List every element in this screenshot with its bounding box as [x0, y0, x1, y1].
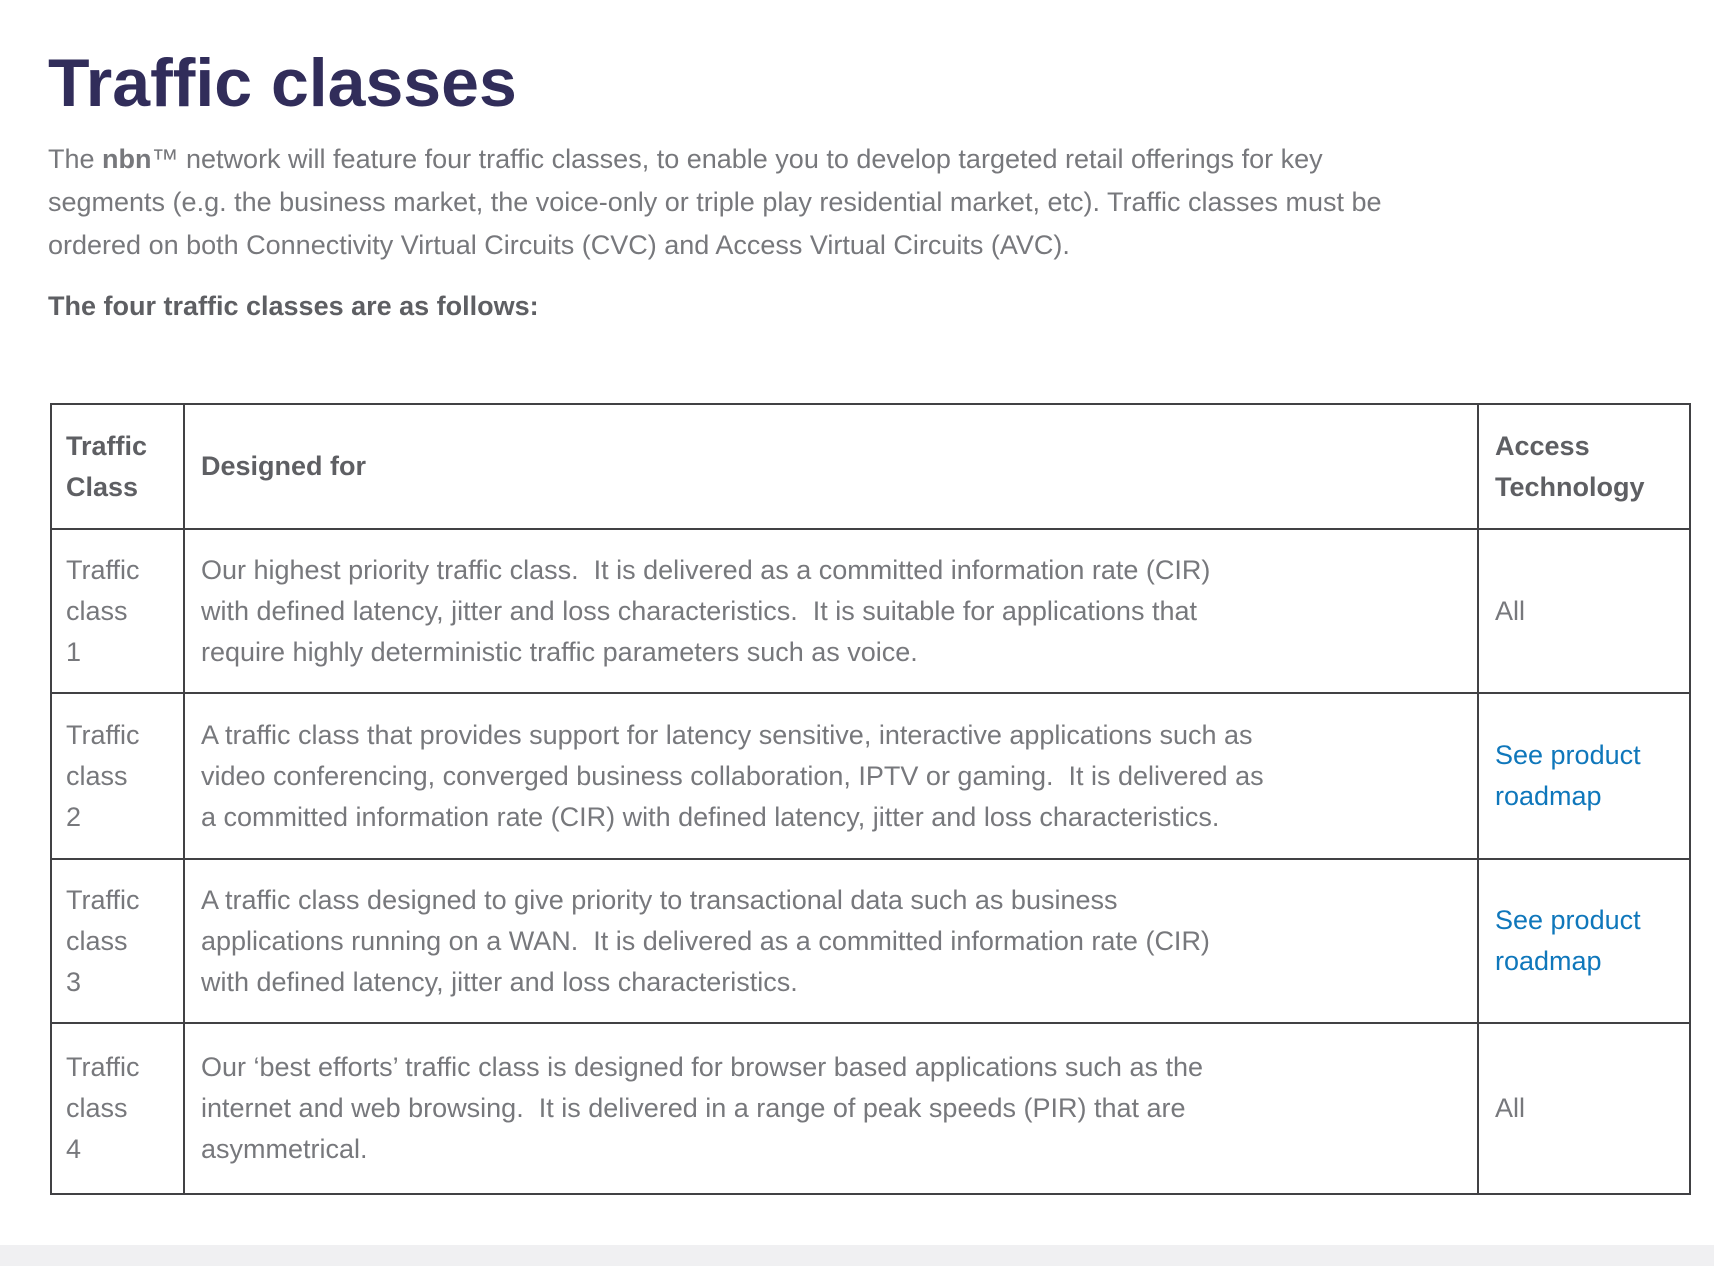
traffic-classes-table: Traffic Class Designed for Access Techno…: [50, 403, 1691, 1195]
access-technology-cell: See product roadmap: [1477, 858, 1691, 1024]
designed-for-cell: A traffic class that provides support fo…: [183, 692, 1479, 860]
intro-text-rest: network will feature four traffic classe…: [48, 144, 1382, 260]
intro-paragraph: The nbn™ network will feature four traff…: [48, 138, 1608, 267]
intro-text-pre: The: [48, 144, 103, 174]
traffic-class-label: Traffic class 4: [66, 1052, 148, 1164]
table-row: Traffic class 1 Our highest priority tra…: [50, 528, 1691, 694]
designed-for-cell: A traffic class designed to give priorit…: [183, 858, 1479, 1024]
page-title: Traffic classes: [48, 45, 517, 121]
access-technology-cell: See product roadmap: [1477, 692, 1691, 860]
designed-for-cell: Our highest priority traffic class. It i…: [183, 528, 1479, 694]
access-technology-cell: All: [1477, 1022, 1691, 1195]
traffic-class-cell: Traffic class 4: [50, 1022, 185, 1195]
designed-for-text: Our highest priority traffic class. It i…: [201, 554, 1211, 667]
column-header-access-technology: Access Technology: [1477, 403, 1691, 530]
designed-for-text: A traffic class that provides support fo…: [201, 719, 1264, 832]
designed-for-text: A traffic class designed to give priorit…: [201, 884, 1210, 997]
column-header-traffic-class: Traffic Class: [66, 430, 148, 502]
product-roadmap-link[interactable]: See product roadmap: [1495, 905, 1641, 976]
table-row: Traffic class 2 A traffic class that pro…: [50, 692, 1691, 860]
traffic-class-cell: Traffic class 3: [50, 858, 185, 1024]
traffic-class-label: Traffic class 2: [66, 719, 148, 832]
nbn-brand-text: nbn: [102, 144, 152, 174]
designed-for-cell: Our ‘best efforts’ traffic class is desi…: [183, 1022, 1479, 1195]
product-roadmap-link[interactable]: See product roadmap: [1495, 740, 1641, 811]
trademark-symbol: ™: [151, 144, 179, 174]
access-technology-value: All: [1495, 1093, 1526, 1123]
table-row: Traffic class 4 Our ‘best efforts’ traff…: [50, 1022, 1691, 1195]
subheading: The four traffic classes are as follows:: [48, 291, 539, 321]
access-technology-cell: All: [1477, 528, 1691, 694]
access-technology-value: All: [1495, 595, 1526, 626]
table-header-row: Traffic Class Designed for Access Techno…: [50, 403, 1691, 530]
document-page: Traffic classes The nbn™ network will fe…: [0, 42, 1714, 1195]
traffic-class-label: Traffic class 1: [66, 554, 148, 667]
traffic-class-cell: Traffic class 2: [50, 692, 185, 860]
table-row: Traffic class 3 A traffic class designed…: [50, 858, 1691, 1024]
footer-strip: [0, 1245, 1714, 1266]
traffic-class-label: Traffic class 3: [66, 884, 148, 997]
designed-for-text: Our ‘best efforts’ traffic class is desi…: [201, 1052, 1204, 1164]
traffic-class-cell: Traffic class 1: [50, 528, 185, 694]
column-header-designed-for: Designed for: [183, 403, 1479, 530]
